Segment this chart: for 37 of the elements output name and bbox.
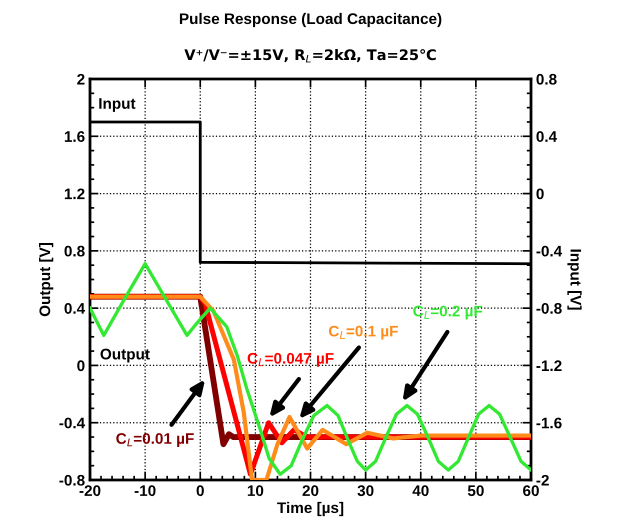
y2-tick-label: 0.8 [536,74,557,85]
x-tick-label: 10 [248,485,264,496]
x-tick-label: -20 [80,485,100,496]
y2-tick-label: -0.8 [536,303,562,314]
y2-tick-label: -1.6 [536,418,562,428]
y2-tick-label: -1.2 [536,360,562,371]
y-tick-label: 0.8 [64,246,85,257]
x-tick-label: 20 [302,485,318,496]
y2-tick-label: -0.4 [536,246,562,257]
y-tick-label: 1.2 [64,188,85,200]
y-tick-label: -0.8 [59,474,85,486]
x-axis-title: Time [µs] [277,502,344,516]
x-tick-label: 40 [412,485,429,496]
y-tick-label: 1.6 [64,131,85,142]
x-tick-label: -10 [134,485,156,496]
y2-tick-label: 0.4 [536,131,558,142]
series-label: C$_{L}$=0.047 µF [248,352,334,367]
text: C$_{L}$=0.2 µF [413,306,482,320]
text: C$_{L}$=0.1 µF [328,326,398,340]
y-tick-label: 0 [77,360,85,372]
series-label: C$_{L}$=0.01 µF [116,433,194,447]
x-tick-label: 0 [196,485,204,496]
y2-axis-title: Input [V] [567,250,582,310]
y-axis-title: Output [V] [39,243,54,316]
y2-tick-label: -2 [536,474,549,486]
y-tick-label: 2 [77,74,85,85]
chart-subtitle: V⁺/V⁻=±15V, R$_{L}$=2kΩ, Ta=25℃ [184,48,436,62]
legend-label: Input [99,98,136,112]
x-tick-label: 60 [523,485,539,496]
chart-title: Pulse Response (Load Capacitance) [180,12,442,28]
x-tick-label: 30 [357,485,374,496]
line-series [90,262,531,476]
y-tick-label: -0.4 [59,418,86,428]
y2-tick-label: 0 [536,188,544,200]
y-tick-label: 0.4 [64,303,86,314]
annotation: Output [100,348,150,363]
x-tick-label: 50 [468,485,484,496]
